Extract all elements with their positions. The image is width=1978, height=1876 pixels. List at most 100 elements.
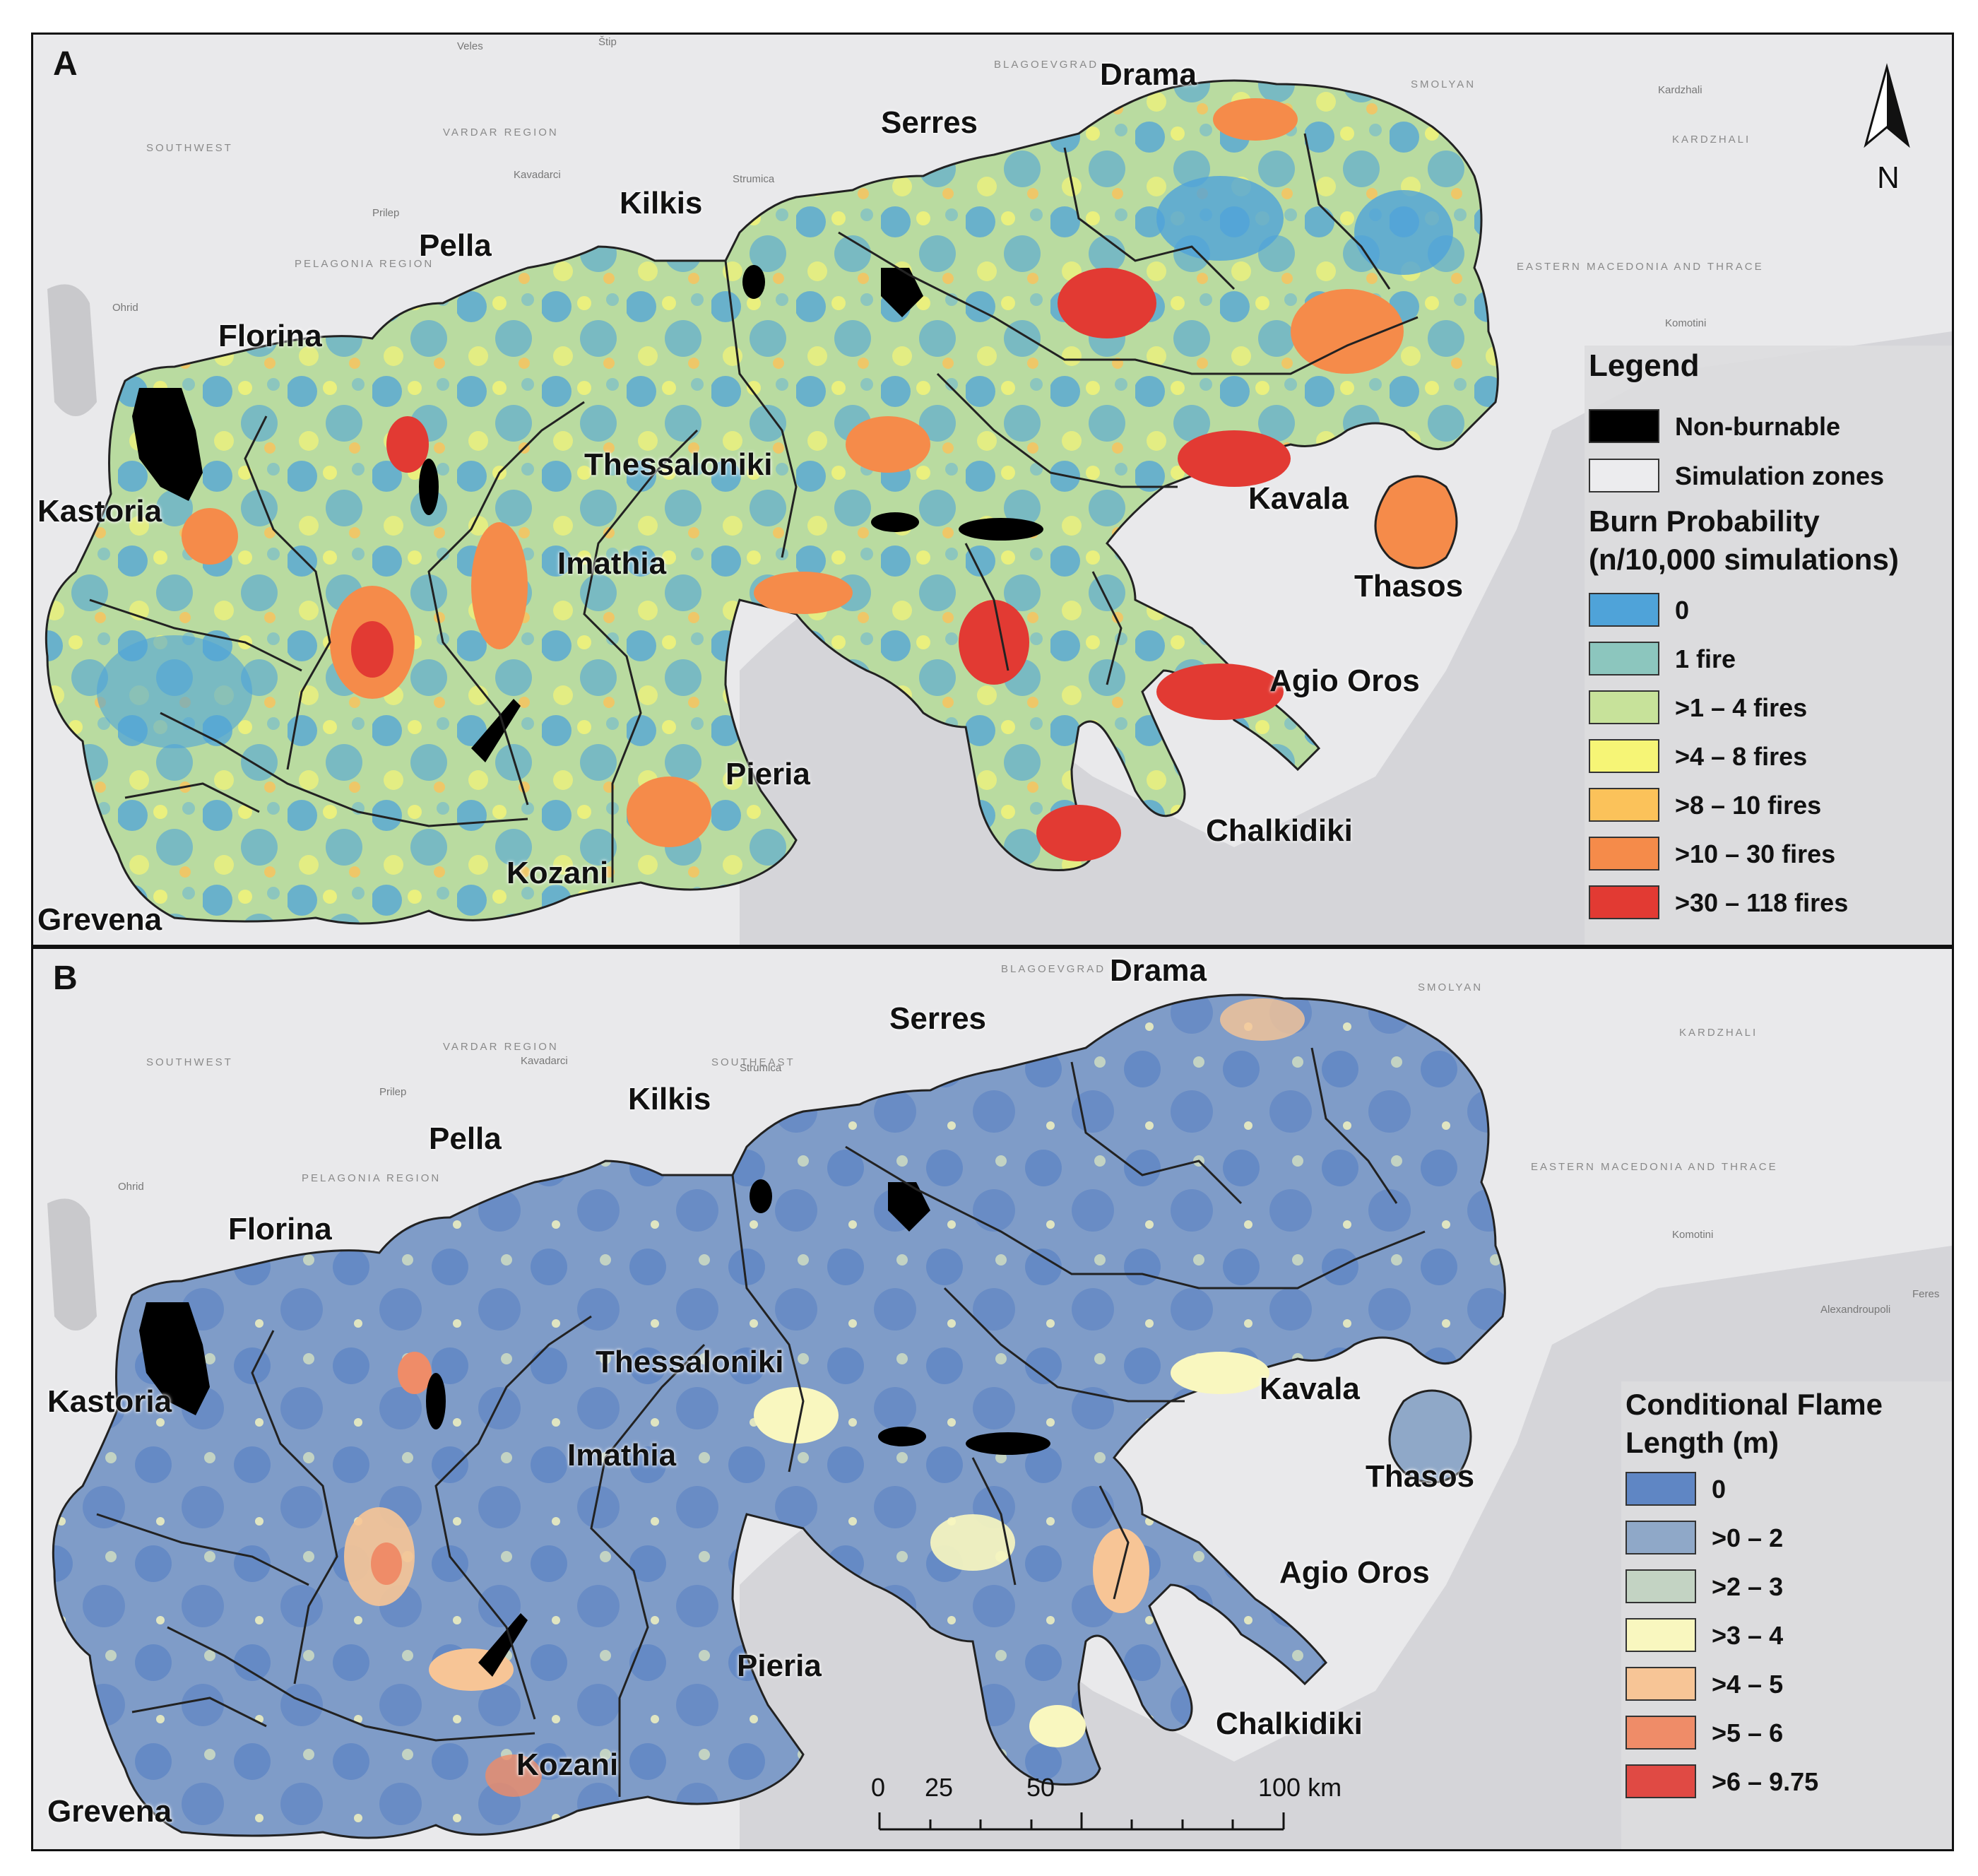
legend-a-class-swatch-1 xyxy=(1589,642,1659,676)
legend-b-class-label-4: >4 – 5 xyxy=(1712,1670,1784,1699)
label-florina: Florina xyxy=(218,319,322,353)
legend-b-class-label-6: >6 – 9.75 xyxy=(1712,1767,1819,1796)
legend-a-class-swatch-6 xyxy=(1589,885,1659,919)
basemap-b-label-smolyan: SMOLYAN xyxy=(1418,981,1484,993)
basemap-b-city-feres: Feres xyxy=(1912,1288,1940,1300)
panel-a-burn-probability-map: SOUTHWEST VARDAR REGION PELAGONIA REGION… xyxy=(31,33,1954,947)
label-b-kozani: Kozani xyxy=(516,1747,619,1782)
thasos-island-b xyxy=(1388,1389,1472,1484)
legend-b-class-label-3: >3 – 4 xyxy=(1712,1621,1784,1650)
label-b-thessaloniki: Thessaloniki xyxy=(596,1345,784,1379)
non-burnable-areas-a xyxy=(132,265,1043,762)
legend-b-class-label-0: 0 xyxy=(1712,1475,1727,1504)
label-b-pieria: Pieria xyxy=(737,1648,822,1683)
scale-label-50: 50 xyxy=(1026,1773,1055,1802)
label-drama: Drama xyxy=(1100,57,1197,92)
label-grevena: Grevena xyxy=(37,902,162,937)
legend-a-class-swatch-3 xyxy=(1589,739,1659,773)
label-b-drama: Drama xyxy=(1110,953,1207,988)
scale-label-100km: 100 km xyxy=(1258,1773,1342,1802)
label-chalkidiki: Chalkidiki xyxy=(1206,813,1353,848)
simulation-zone-borders-a xyxy=(89,133,1419,883)
label-agio-oros: Agio Oros xyxy=(1269,663,1420,698)
basemap-b-label-southeast: SOUTHEAST xyxy=(711,1056,795,1068)
label-b-serres: Serres xyxy=(889,1001,987,1036)
label-thasos: Thasos xyxy=(1354,569,1464,603)
basemap-city-kardzhali: Kardzhali xyxy=(1658,84,1702,96)
legend-a-class-swatch-4 xyxy=(1589,788,1659,822)
label-b-pella: Pella xyxy=(429,1121,502,1156)
basemap-city-strumica: Strumica xyxy=(733,173,775,185)
label-pella: Pella xyxy=(419,228,492,263)
label-imathia: Imathia xyxy=(557,546,667,581)
legend-a-label-non-burnable: Non-burnable xyxy=(1675,412,1840,441)
legend-a-class-label-0: 0 xyxy=(1675,596,1690,625)
legend-a-class-swatch-5 xyxy=(1589,837,1659,871)
legend-a-class-label-1: 1 fire xyxy=(1675,644,1736,673)
label-kavala: Kavala xyxy=(1248,481,1349,516)
legend-b-title-1: Conditional Flame xyxy=(1625,1388,1883,1421)
legend-b-class-swatch-1 xyxy=(1625,1521,1696,1555)
label-b-thasos: Thasos xyxy=(1366,1459,1475,1494)
basemap-b-label-eastern-macedonia: EASTERN MACEDONIA AND THRACE xyxy=(1531,1161,1778,1173)
basemap-b-city-prilep: Prilep xyxy=(379,1086,407,1098)
basemap-b-label-blagoevgrad: BLAGOEVGRAD xyxy=(1001,963,1106,975)
label-b-kavala: Kavala xyxy=(1260,1371,1360,1406)
legend-b-class-swatch-5 xyxy=(1625,1716,1696,1750)
non-burnable-areas-b xyxy=(139,1179,1050,1677)
legend-b-class-swatch-0 xyxy=(1625,1472,1696,1506)
panel-a-letter: A xyxy=(53,45,78,83)
label-kastoria: Kastoria xyxy=(37,494,162,529)
legend-b-class-label-2: >2 – 3 xyxy=(1712,1572,1784,1601)
thasos-island-a xyxy=(1374,475,1458,570)
basemap-b-city-komotini: Komotini xyxy=(1672,1229,1714,1241)
scale-bar xyxy=(878,1812,1285,1831)
simulation-zone-borders-b xyxy=(96,1047,1426,1797)
basemap-b-label-kardzhali: KARDZHALI xyxy=(1679,1027,1758,1039)
basemap-label-kardzhali: KARDZHALI xyxy=(1672,134,1751,146)
scale-label-0: 0 xyxy=(871,1773,886,1802)
label-b-agio-oros: Agio Oros xyxy=(1279,1555,1430,1590)
legend-a-class-label-6: >30 – 118 fires xyxy=(1675,888,1849,917)
legend-a: Legend Non-burnable Simulation zones Bur… xyxy=(1585,346,1952,945)
legend-a-class-label-2: >1 – 4 fires xyxy=(1675,693,1808,722)
north-arrow-label: N xyxy=(1877,160,1900,195)
label-pieria: Pieria xyxy=(726,757,810,791)
legend-b: Conditional Flame Length (m) 0 >0 – 2 >2 –… xyxy=(1621,1381,1952,1849)
basemap-city-ohrid: Ohrid xyxy=(112,302,138,314)
label-b-kilkis: Kilkis xyxy=(628,1082,711,1116)
legend-a-class-label-5: >10 – 30 fires xyxy=(1675,839,1836,868)
lake-ohrid xyxy=(47,284,97,416)
basemap-city-komotini: Komotini xyxy=(1665,317,1707,329)
legend-b-title-2: Length (m) xyxy=(1625,1426,1779,1459)
lake-ohrid-b xyxy=(47,1198,97,1331)
legend-b-class-label-5: >5 – 6 xyxy=(1712,1718,1784,1747)
basemap-b-city-strumica: Strumica xyxy=(740,1062,782,1074)
legend-b-class-label-1: >0 – 2 xyxy=(1712,1523,1784,1552)
basemap-label-smolyan: SMOLYAN xyxy=(1411,78,1476,90)
legend-a-swatch-zones xyxy=(1589,459,1659,492)
basemap-city-kavadarci: Kavadarci xyxy=(514,169,561,181)
panel-b-flame-length-map: SOUTHWEST VARDAR REGION PELAGONIA REGION… xyxy=(31,947,1954,1851)
basemap-label-vardar: VARDAR REGION xyxy=(443,126,559,138)
legend-a-bp-title-2: (n/10,000 simulations) xyxy=(1589,543,1899,576)
basemap-b-label-vardar: VARDAR REGION xyxy=(443,1041,559,1053)
legend-a-class-label-3: >4 – 8 fires xyxy=(1675,742,1808,771)
label-b-kastoria: Kastoria xyxy=(47,1384,172,1419)
north-arrow-icon xyxy=(1864,63,1910,148)
basemap-city-veles: Veles xyxy=(457,40,483,52)
flame-hotspots xyxy=(344,998,1305,1797)
label-kilkis: Kilkis xyxy=(620,186,703,220)
basemap-b-city-ohrid: Ohrid xyxy=(118,1181,144,1193)
legend-a-class-swatch-0 xyxy=(1589,593,1659,627)
label-thessaloniki: Thessaloniki xyxy=(584,447,773,482)
scale-label-25: 25 xyxy=(925,1773,954,1802)
basemap-label-blagoevgrad: BLAGOEVGRAD xyxy=(994,59,1099,71)
basemap-label-pelagonia: PELAGONIA REGION xyxy=(295,258,434,270)
panel-b-letter: B xyxy=(53,960,78,997)
legend-b-class-swatch-2 xyxy=(1625,1569,1696,1603)
label-kozani: Kozani xyxy=(507,856,609,890)
legend-b-class-swatch-3 xyxy=(1625,1618,1696,1652)
basemap-b-label-southwest: SOUTHWEST xyxy=(146,1056,233,1068)
burn-hotspots xyxy=(97,98,1453,861)
